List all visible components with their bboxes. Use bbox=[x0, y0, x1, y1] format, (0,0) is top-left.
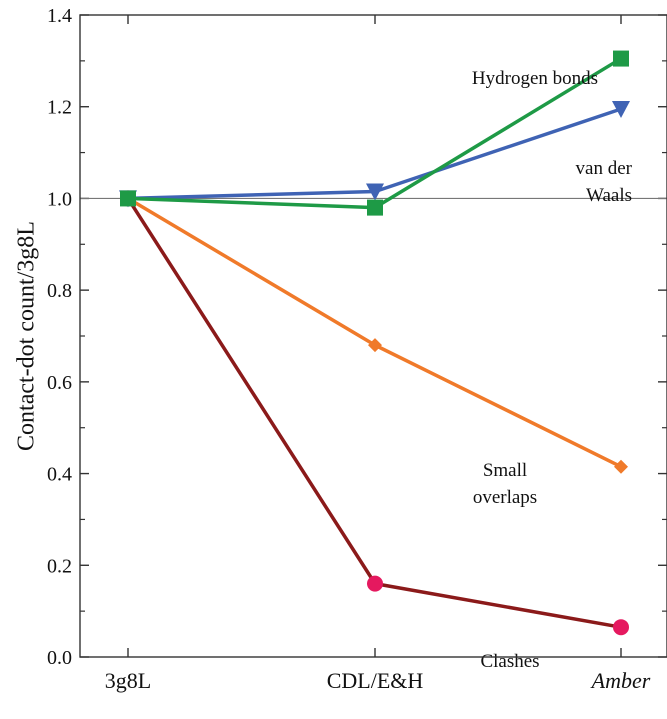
ytick-label: 0.8 bbox=[47, 280, 72, 302]
annotation-hydrogen-bonds: Hydrogen bonds bbox=[472, 68, 598, 89]
point-hydrogen-bonds bbox=[613, 50, 629, 67]
point-clashes bbox=[613, 619, 629, 636]
xtick-label: 3g8L bbox=[105, 668, 151, 693]
series-line-clashes bbox=[126, 197, 622, 629]
point-clashes bbox=[367, 575, 383, 592]
annotations: Hydrogen bonds van der Waals Small overlaps C… bbox=[472, 68, 633, 672]
xtick-labels: 3g8L CDL/E&H Amber bbox=[105, 668, 651, 693]
plot-frame bbox=[79, 14, 667, 658]
annotation-small-overlaps: Small bbox=[483, 460, 527, 481]
series-markers bbox=[119, 50, 630, 636]
annotation-van-der-waals: Waals bbox=[586, 185, 632, 206]
annotation-van-der-waals: van der bbox=[576, 158, 633, 179]
xtick-marks bbox=[127, 15, 622, 657]
ytick-label: 1.4 bbox=[47, 5, 72, 27]
annotation-small-overlaps: overlaps bbox=[473, 487, 537, 508]
point-van-der-waals bbox=[366, 183, 384, 201]
ytick-label: 1.2 bbox=[47, 97, 72, 119]
ytick-marks bbox=[80, 14, 667, 658]
series-line-small-overlaps bbox=[127, 196, 622, 469]
ytick-label: 0.6 bbox=[47, 372, 72, 394]
ytick-label: 0.2 bbox=[47, 555, 72, 577]
xtick-label: Amber bbox=[590, 668, 651, 693]
ytick-labels: 0.0 0.2 0.4 0.6 0.8 1.0 1.2 1.4 bbox=[47, 5, 72, 669]
point-hydrogen-bonds bbox=[120, 190, 136, 207]
ytick-label: 0.4 bbox=[47, 464, 72, 486]
point-hydrogen-bonds bbox=[367, 199, 383, 216]
point-small-overlaps bbox=[614, 459, 628, 474]
point-van-der-waals bbox=[612, 101, 630, 119]
ytick-label: 0.0 bbox=[47, 647, 72, 669]
y-axis-title: Contact-dot count/3g8L bbox=[14, 221, 40, 451]
ytick-label: 1.0 bbox=[47, 188, 72, 210]
point-small-overlaps bbox=[368, 338, 382, 353]
annotation-clashes: Clashes bbox=[480, 651, 539, 672]
xtick-label: CDL/E&H bbox=[327, 668, 424, 693]
